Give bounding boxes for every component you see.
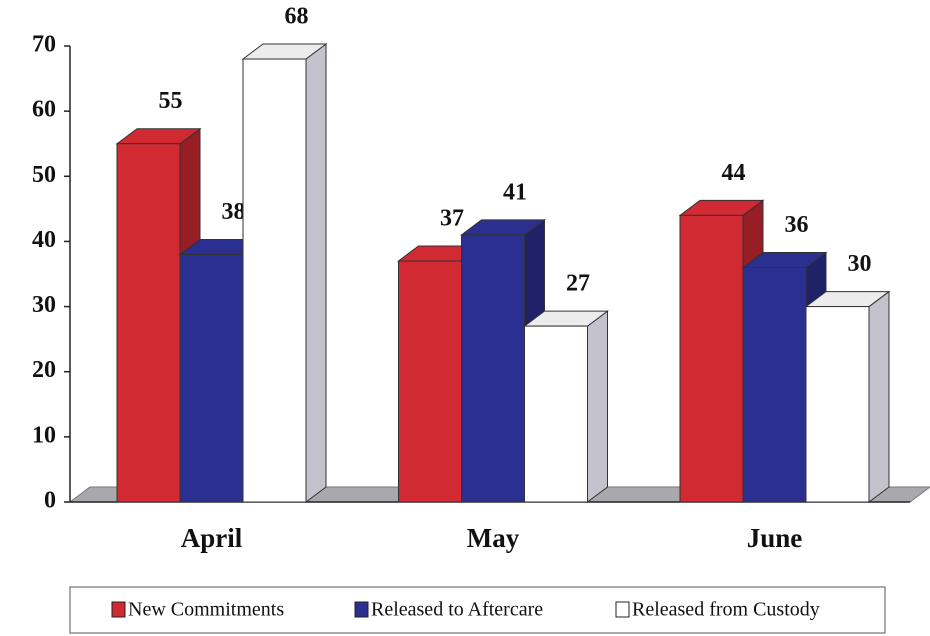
x-tick-label: April	[181, 523, 243, 553]
bar-side	[305, 43, 327, 503]
x-tick-label: May	[467, 523, 520, 553]
data-label: 41	[503, 179, 527, 205]
y-tick-label: 10	[32, 422, 56, 448]
data-label: 27	[566, 271, 590, 297]
legend-swatch	[615, 601, 630, 618]
data-label: 38	[222, 199, 246, 225]
bar	[524, 325, 588, 503]
bar-side	[868, 290, 890, 503]
y-tick-label: 30	[32, 292, 56, 318]
bar	[398, 260, 462, 503]
x-tick-label: June	[747, 523, 803, 553]
y-tick-label: 50	[32, 162, 56, 188]
data-label: 36	[785, 212, 809, 238]
bar	[461, 234, 525, 503]
data-label: 44	[722, 160, 746, 186]
legend-swatch	[111, 601, 126, 618]
bar	[116, 143, 181, 503]
legend-swatch	[354, 601, 369, 618]
data-label: 37	[440, 205, 464, 231]
legend-label: Released from Custody	[632, 599, 820, 621]
bar	[242, 58, 307, 503]
bar	[742, 266, 807, 503]
data-label: 68	[285, 4, 309, 30]
y-tick-label: 0	[44, 488, 56, 514]
y-tick-label: 60	[32, 97, 56, 123]
data-label: 55	[159, 88, 183, 114]
data-label: 30	[848, 251, 872, 277]
y-tick-label: 20	[32, 357, 56, 383]
bar	[679, 214, 744, 503]
bar-side	[587, 310, 608, 503]
bar	[179, 253, 244, 503]
bar	[805, 306, 870, 503]
legend	[69, 586, 886, 634]
legend-label: New Commitments	[128, 599, 284, 621]
y-tick-label: 40	[32, 227, 56, 253]
legend-label: Released to Aftercare	[371, 599, 543, 621]
y-tick-label: 70	[32, 32, 56, 58]
